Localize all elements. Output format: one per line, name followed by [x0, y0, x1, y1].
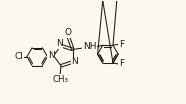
Text: N: N — [56, 39, 62, 48]
Text: F: F — [119, 59, 124, 68]
Text: Cl: Cl — [15, 52, 23, 61]
Text: O: O — [65, 28, 72, 37]
Text: CH₃: CH₃ — [52, 75, 68, 84]
Text: N: N — [48, 51, 55, 60]
Text: N: N — [71, 57, 78, 66]
Text: F: F — [119, 40, 124, 49]
Text: NH: NH — [83, 42, 96, 51]
